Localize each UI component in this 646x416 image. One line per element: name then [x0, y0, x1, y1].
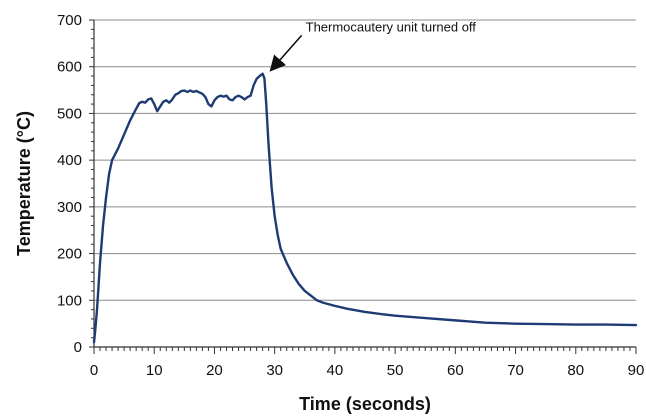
x-tick-label-80: 80	[567, 362, 584, 379]
y-tick-label-400: 400	[57, 152, 82, 169]
y-tick-label-500: 500	[57, 105, 82, 122]
x-tick-label-0: 0	[90, 362, 98, 379]
series-layer	[92, 72, 638, 344]
x-axis-title: Time (seconds)	[299, 394, 431, 414]
grid-lines	[94, 19, 636, 301]
y-tick-label-200: 200	[57, 246, 82, 263]
y-tick-label-300: 300	[57, 199, 82, 216]
y-axis-title: Temperature (°C)	[14, 111, 34, 256]
x-tick-label-70: 70	[507, 362, 524, 379]
x-tick-label-30: 30	[266, 362, 283, 379]
x-tick-label-60: 60	[447, 362, 464, 379]
temperature-series-line	[92, 72, 638, 344]
y-tick-label-0: 0	[74, 339, 82, 356]
x-tick-label-10: 10	[146, 362, 163, 379]
annotation-arrow	[269, 34, 303, 72]
annotation-label: Thermocautery unit turned off	[306, 19, 477, 34]
x-tick-label-50: 50	[387, 362, 404, 379]
x-tick-label-40: 40	[327, 362, 344, 379]
tick-labels: 0 100 200 300 400 500 600 700 0 10 20 30 40 50 60 70 80 9…	[57, 12, 644, 379]
x-tick-label-90: 90	[628, 362, 645, 379]
annotation-layer: Thermocautery unit turned off	[269, 19, 477, 72]
x-tick-label-20: 20	[206, 362, 223, 379]
y-tick-label-600: 600	[57, 59, 82, 76]
axes	[89, 19, 637, 354]
y-tick-label-700: 700	[57, 12, 82, 29]
y-tick-label-100: 100	[57, 292, 82, 309]
